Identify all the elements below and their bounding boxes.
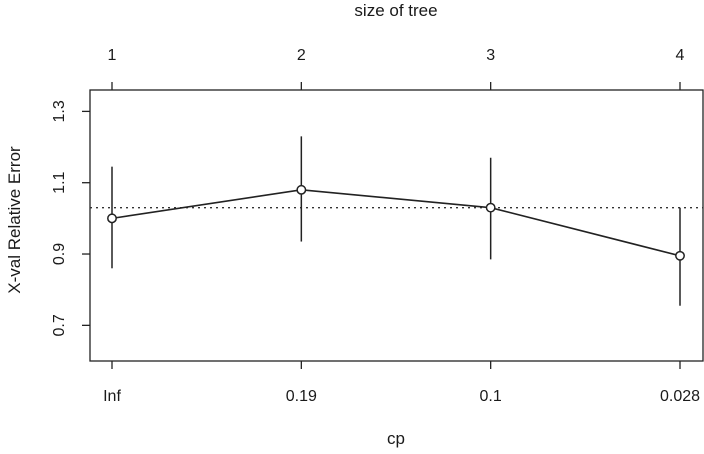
data-point <box>107 213 117 224</box>
plot-frame <box>89 89 704 362</box>
y-tick-label: 1.1 <box>51 171 68 193</box>
data-point <box>296 184 307 195</box>
top-tick-label: 2 <box>297 47 306 64</box>
y-tick-label: 1.3 <box>51 100 68 122</box>
y-tick-label: 0.9 <box>51 243 68 265</box>
top-axis-title: size of tree <box>354 1 437 20</box>
data-point <box>675 250 685 261</box>
x-tick-label: 0.19 <box>286 388 317 405</box>
x-tick-label: 0.1 <box>480 388 502 405</box>
plot-area <box>90 136 703 306</box>
y-axis-title: X-val Relative Error <box>5 146 24 294</box>
y-tick-label: 0.7 <box>51 314 68 336</box>
x-tick-label: 0.028 <box>660 388 700 405</box>
data-point <box>485 202 496 213</box>
top-tick-label: 4 <box>676 47 685 64</box>
x-axis-title: cp <box>387 429 405 448</box>
top-tick-label: 3 <box>486 47 495 64</box>
top-tick-label: 1 <box>108 47 117 64</box>
series-line <box>111 189 681 257</box>
axes: Inf 0.19 0.1 0.028 1 2 3 4 0.7 0.9 1.1 1.3 <box>51 47 700 405</box>
x-tick-label: Inf <box>103 388 121 405</box>
